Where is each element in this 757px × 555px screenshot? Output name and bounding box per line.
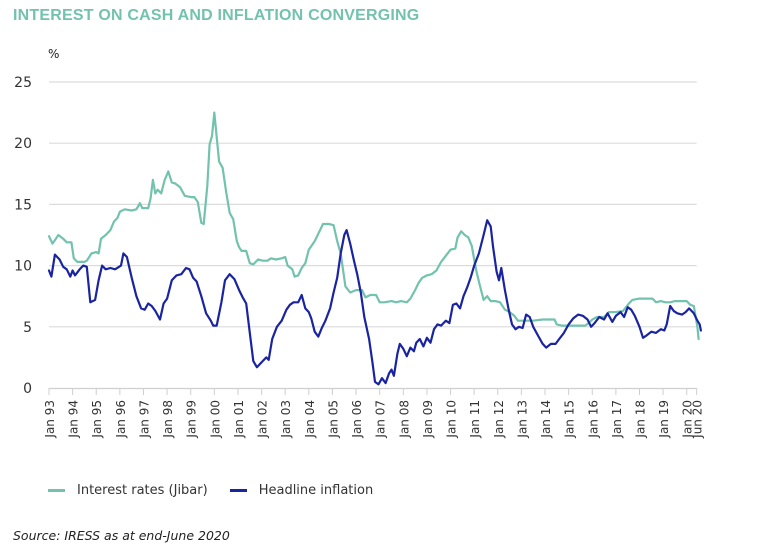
x-tick-label-20: Jan 13 bbox=[515, 400, 529, 439]
x-tick-label-22: Jan 15 bbox=[563, 400, 577, 439]
series-lines bbox=[47, 111, 702, 386]
x-tick-label-28: Jun 20 bbox=[691, 400, 705, 439]
y-tick-label-25: 25 bbox=[14, 75, 32, 91]
x-tick-label-19: Jan 12 bbox=[492, 400, 506, 439]
x-tick-label-6: Jan 99 bbox=[185, 400, 199, 439]
x-tick-label-13: Jan 06 bbox=[350, 400, 364, 439]
x-tick-label-1: Jan 94 bbox=[67, 400, 81, 439]
y-tick-label-15: 15 bbox=[14, 197, 32, 213]
legend-label-headline-inflation: Headline inflation bbox=[258, 483, 374, 498]
x-tick-label-27: Jan 20 bbox=[681, 400, 695, 439]
chart-title: INTEREST ON CASH AND INFLATION CONVERGIN… bbox=[13, 7, 420, 24]
x-tick-label-16: Jan 09 bbox=[421, 400, 435, 439]
y-tick-label-0: 0 bbox=[23, 381, 32, 397]
legend: Interest rates (Jibar) Headline inflatio… bbox=[48, 483, 395, 498]
y-tick-label-10: 10 bbox=[14, 259, 32, 275]
y-tick-label-20: 20 bbox=[14, 136, 32, 152]
x-tick-label-17: Jan 10 bbox=[445, 400, 459, 439]
x-tick-label-7: Jan 00 bbox=[208, 400, 222, 439]
x-tick-label-0: Jan 93 bbox=[43, 400, 57, 439]
x-tick-label-23: Jan 16 bbox=[586, 400, 600, 439]
legend-item-headline-inflation: Headline inflation bbox=[229, 483, 374, 498]
x-tick-label-12: Jan 05 bbox=[326, 400, 340, 439]
x-tick-label-5: Jan 98 bbox=[161, 400, 175, 439]
legend-label-interest-rates: Interest rates (Jibar) bbox=[77, 483, 208, 498]
legend-swatch-headline-inflation bbox=[229, 489, 247, 492]
x-tick-label-15: Jan 08 bbox=[397, 400, 411, 439]
x-tick-label-4: Jan 97 bbox=[137, 400, 151, 439]
source-note: Source: IRESS as at end-June 2020 bbox=[13, 528, 230, 543]
x-axis: Jan 93 Jan 94 Jan 95 Jan 96 Jan 97 Jan 98 Jan … bbox=[43, 387, 705, 439]
series-line-headline-inflation bbox=[47, 219, 702, 386]
x-tick-label-8: Jan 01 bbox=[232, 400, 246, 439]
y-axis-unit-label: % bbox=[48, 47, 60, 61]
x-tick-label-24: Jan 17 bbox=[610, 400, 624, 439]
x-tick-label-9: Jan 02 bbox=[256, 400, 270, 439]
gridlines bbox=[49, 81, 697, 328]
x-tick-label-18: Jan 11 bbox=[468, 400, 482, 439]
x-tick-label-3: Jan 96 bbox=[114, 400, 128, 439]
x-tick-label-14: Jan 07 bbox=[374, 400, 388, 439]
y-tick-label-5: 5 bbox=[23, 320, 32, 336]
x-tick-label-21: Jan 14 bbox=[539, 400, 553, 439]
x-tick-label-11: Jan 04 bbox=[303, 400, 317, 439]
legend-item-interest-rates: Interest rates (Jibar) bbox=[48, 483, 208, 498]
x-tick-label-10: Jan 03 bbox=[279, 400, 293, 439]
legend-swatch-interest-rates bbox=[48, 489, 65, 492]
x-tick-label-26: Jan 19 bbox=[657, 400, 671, 439]
x-tick-label-25: Jan 18 bbox=[634, 400, 648, 439]
y-axis-tick-labels: 0 5 10 15 20 25 bbox=[14, 75, 32, 397]
x-tick-label-2: Jan 95 bbox=[90, 400, 104, 439]
